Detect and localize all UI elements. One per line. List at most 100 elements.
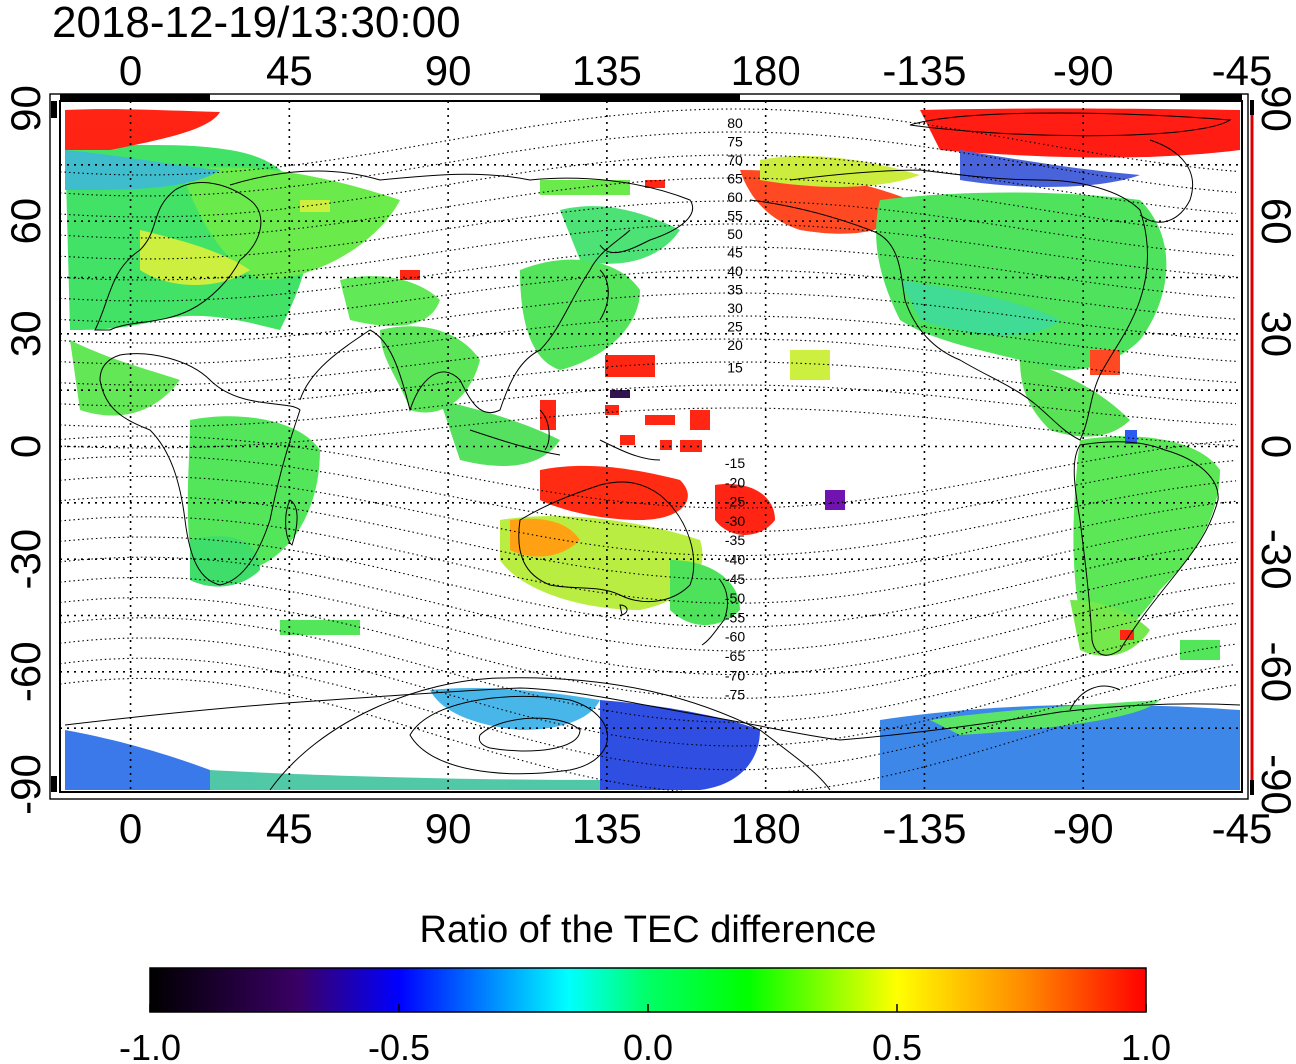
right-lat-label: -60 — [1253, 641, 1296, 702]
maglat-contour — [60, 475, 1237, 557]
maglat-contour — [60, 637, 1237, 747]
data-region-africa — [187, 416, 320, 571]
left-lat-label: -30 — [2, 529, 49, 590]
data-patch — [645, 180, 665, 188]
coast-antarctica-peninsula — [1069, 685, 1121, 711]
data-region-arctic-red-east — [920, 108, 1240, 158]
data-patch — [540, 400, 556, 430]
maglat-contour — [60, 657, 1237, 771]
maglat-label-south: -30 — [725, 513, 745, 529]
maglat-contour — [60, 496, 1237, 580]
maglat-label-north: 50 — [727, 226, 743, 242]
maglat-label-north: 55 — [727, 208, 743, 224]
left-lat-label: 60 — [2, 198, 49, 245]
right-lat-label: 30 — [1253, 310, 1296, 357]
right-lat-label: 0 — [1253, 435, 1296, 458]
maglat-contour — [60, 154, 1237, 218]
data-region-arctic-mix — [65, 150, 220, 190]
top-lon-label: -45 — [1212, 47, 1273, 94]
right-lat-label: -30 — [1253, 529, 1296, 590]
data-patch — [1120, 630, 1134, 640]
colorbar-tick-label: 0.5 — [872, 1027, 922, 1064]
coast-new-zealand — [701, 579, 728, 646]
maglat-label-north: 25 — [727, 319, 743, 335]
bottom-lon-label: 180 — [731, 805, 801, 852]
coast-indonesia — [469, 409, 661, 461]
right-lat-label: -90 — [1253, 754, 1296, 815]
coast-africa — [99, 353, 301, 586]
maglat-contour — [60, 617, 1237, 723]
data-patch — [540, 180, 630, 195]
magnetic-latitude-contours — [60, 108, 1237, 792]
right-lat-label: 90 — [1253, 85, 1296, 132]
top-lon-label: -135 — [882, 47, 966, 94]
right-lat-label: 60 — [1253, 198, 1296, 245]
graticule-grid — [60, 101, 1242, 792]
data-region-antarctic-band — [210, 770, 600, 790]
maglat-label-south: -20 — [725, 474, 745, 490]
data-patch — [605, 405, 619, 415]
top-lon-label: 135 — [572, 47, 642, 94]
bottom-lon-label: -45 — [1212, 805, 1273, 852]
data-region-africa-north — [70, 340, 180, 416]
left-lat-label: -60 — [2, 641, 49, 702]
left-latitude-labels: 90 60 30 0 -30 -60 -90 — [2, 85, 49, 815]
coast-europe — [94, 182, 262, 331]
bottom-longitude-labels: 0 45 90 135 180 -135 -90 -45 — [119, 805, 1272, 852]
bottom-lon-label: -90 — [1053, 805, 1114, 852]
maglat-label-south: -60 — [725, 629, 745, 645]
data-patch — [1180, 640, 1220, 660]
left-lat-label: 0 — [2, 435, 49, 458]
maglat-label-north: 80 — [727, 115, 743, 131]
colorbar-tick-label: 1.0 — [1121, 1027, 1171, 1064]
magnetic-line-south-outer — [269, 677, 831, 791]
coast-south-america — [1073, 441, 1219, 656]
bottom-lon-label: 45 — [266, 805, 313, 852]
colorbar-tick-label: -1.0 — [119, 1027, 181, 1064]
maglat-label-south: -25 — [725, 494, 745, 510]
maglat-label-north: 75 — [727, 134, 743, 150]
coast-tasmania — [619, 604, 628, 616]
maglat-contour — [60, 576, 1237, 676]
maglat-label-north: 35 — [727, 282, 743, 298]
magnetic-pole-south-inner — [478, 717, 581, 752]
coast-asia-south — [299, 229, 631, 414]
maglat-contour — [60, 292, 1237, 344]
data-region-bering-red — [740, 170, 910, 234]
data-patch — [660, 440, 672, 450]
maglat-label-north: 15 — [727, 360, 743, 376]
data-patch — [620, 435, 635, 445]
maglat-label-south: -65 — [725, 648, 745, 664]
coast-antarctica — [64, 687, 1241, 741]
data-region-south-america — [1073, 436, 1220, 650]
maglat-label-north: 65 — [727, 171, 743, 187]
maglat-contour — [60, 361, 1237, 407]
maglat-contour — [60, 384, 1237, 428]
bottom-lon-label: -135 — [882, 805, 966, 852]
data-patch — [400, 270, 420, 280]
colorbar-tick-label: 0.0 — [623, 1027, 673, 1064]
left-lat-label: -90 — [2, 754, 49, 815]
coast-japan — [599, 269, 609, 321]
data-region-central-asia — [340, 276, 440, 326]
top-lon-label: 0 — [119, 47, 142, 94]
data-patch — [300, 200, 330, 212]
maglat-contour — [60, 177, 1237, 239]
data-region-pacific-red — [715, 484, 775, 535]
maglat-label-south: -75 — [725, 687, 745, 703]
data-region-australia-orange — [510, 518, 580, 557]
coast-asia-north — [229, 170, 693, 254]
maglat-contour — [60, 315, 1237, 365]
colorbar-tick-label: -0.5 — [368, 1027, 430, 1064]
data-patch — [280, 620, 360, 635]
timestamp-title: 2018-12-19/13:30:00 — [52, 0, 461, 47]
data-region-east-asia — [520, 259, 640, 370]
bottom-lon-label: 135 — [572, 805, 642, 852]
maglat-label-north: 60 — [727, 189, 743, 205]
bottom-lon-label: 90 — [425, 805, 472, 852]
left-lat-label: 90 — [2, 85, 49, 132]
maglat-contour — [60, 131, 1237, 197]
data-region-africa-south — [190, 536, 260, 587]
maglat-label-north: 45 — [727, 245, 743, 261]
